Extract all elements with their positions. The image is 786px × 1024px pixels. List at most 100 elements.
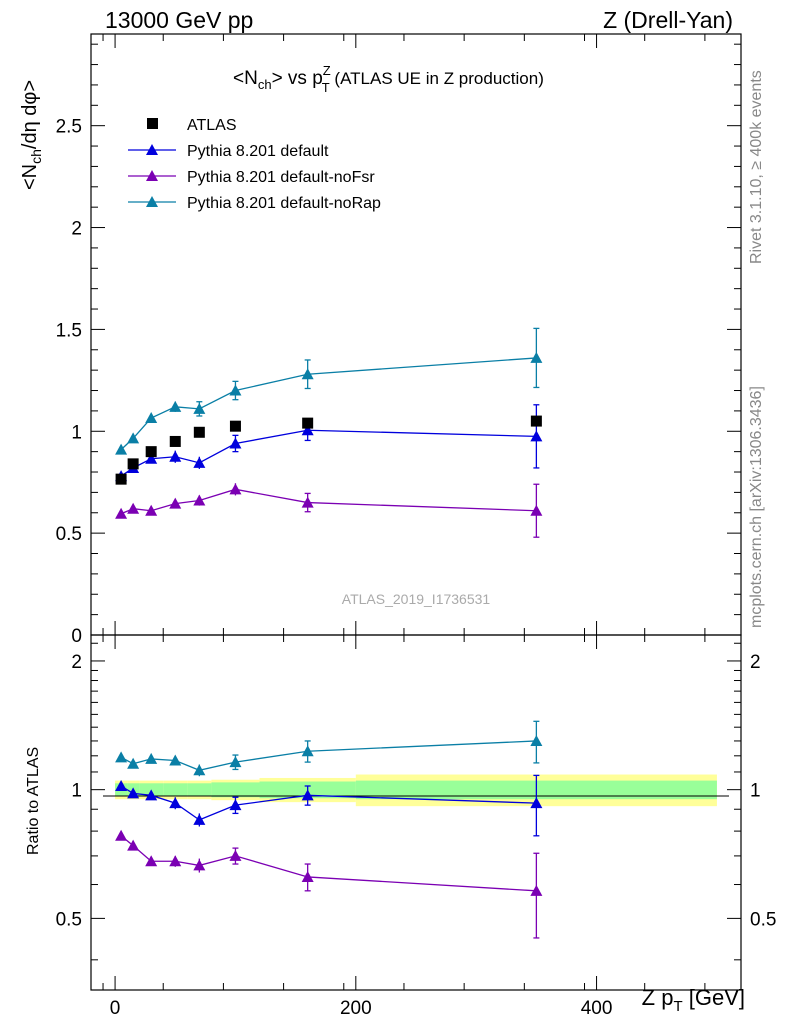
ratio-point-default: [145, 789, 158, 801]
legend-marker-norap: [146, 196, 158, 207]
ratio-frame: [90, 634, 742, 991]
ratio-point-nofsr: [301, 870, 314, 882]
main-point-norap: [530, 351, 543, 363]
ratio-band-inner: [211, 782, 260, 798]
ratio-point-default: [530, 797, 543, 809]
ratio-point-default: [169, 797, 182, 809]
ratio-point-default: [115, 779, 128, 791]
legend-label-default: Pythia 8.201 default: [187, 143, 329, 160]
main-point-default: [145, 452, 158, 464]
main-point-nofsr: [127, 502, 140, 514]
main-point-default: [193, 456, 206, 468]
legend-label-atlas: ATLAS: [187, 117, 237, 134]
main-point-atlas: [127, 458, 139, 470]
ratio-point-norap: [301, 745, 314, 757]
analysis-watermark: ATLAS_2019_I1736531: [342, 591, 491, 607]
main-point-default: [229, 437, 242, 449]
ratio-point-norap: [145, 752, 158, 764]
main-point-atlas: [229, 420, 241, 432]
main-series-line-nofsr: [120, 488, 537, 515]
ratio-point-default: [127, 787, 140, 799]
ratio-y-tick-label-right: 2: [750, 652, 761, 673]
ratio-series-line-norap: [120, 740, 537, 771]
main-point-atlas: [169, 435, 181, 447]
ratio-series: [115, 720, 543, 939]
main-point-atlas: [145, 446, 157, 458]
main-point-atlas: [115, 473, 127, 485]
main-y-tick-label: 2.5: [56, 117, 82, 138]
ratio-band-inner: [163, 783, 188, 797]
rivet-version-label: Rivet 3.1.10, ≥ 400k events: [748, 70, 765, 264]
main-point-nofsr: [145, 504, 158, 516]
main-panel: <Nch> vs pZ T (ATLAS UE in Z production) …: [19, 33, 742, 647]
ratio-point-norap: [530, 734, 543, 746]
main-point-norap: [169, 400, 182, 412]
ratio-point-nofsr: [127, 839, 140, 851]
main-point-atlas: [193, 426, 205, 438]
main-point-norap: [115, 443, 128, 455]
ratio-point-default: [193, 813, 206, 825]
ratio-point-norap: [229, 756, 242, 768]
main-y-tick-label: 2: [71, 219, 82, 240]
main-point-norap: [193, 402, 206, 414]
x-tick-label: 0: [110, 998, 121, 1019]
x-axis-label: Z pT [GeV]: [642, 985, 745, 1015]
ratio-point-nofsr: [115, 829, 128, 841]
main-point-nofsr: [169, 497, 182, 509]
legend-label-norap: Pythia 8.201 default-noRap: [187, 195, 381, 212]
ratio-y-tick-label-right: 1: [750, 781, 761, 802]
main-series: [115, 327, 543, 538]
ratio-point-default: [301, 789, 314, 801]
main-y-tick-label: 1: [71, 422, 82, 443]
ratio-y-tick-label-right: 0.5: [750, 909, 776, 930]
ratio-panel: Ratio to ATLAS Z pT [GeV] 0.5 0.5 1 1 2 2 0 200…: [25, 634, 776, 1019]
main-title: <Nch> vs pZ T (ATLAS UE in Z production): [233, 63, 544, 95]
main-point-nofsr: [229, 483, 242, 495]
legend-marker-nofsr: [146, 170, 158, 181]
header-process: Z (Drell-Yan): [603, 7, 733, 33]
main-point-default: [530, 430, 543, 442]
main-y-tick-label: 1.5: [56, 320, 82, 341]
legend-label-nofsr: Pythia 8.201 default-noFsr: [187, 169, 375, 186]
x-tick-label: 400: [581, 998, 613, 1019]
legend-marker-atlas: [147, 118, 158, 129]
mcplots-url-label: mcplots.cern.ch [arXiv:1306.3436]: [748, 386, 765, 628]
ratio-point-nofsr: [229, 849, 242, 861]
legend-marker-default: [146, 144, 158, 155]
ratio-point-nofsr: [193, 859, 206, 871]
ratio-point-default: [229, 799, 242, 811]
main-point-norap: [145, 412, 158, 424]
main-y-axis-label: <Nch/dη dφ>: [19, 80, 44, 190]
ratio-band-inner: [187, 783, 212, 797]
main-point-norap: [229, 384, 242, 396]
ratio-point-nofsr: [145, 855, 158, 867]
main-point-nofsr: [115, 507, 128, 519]
ratio-point-norap: [127, 757, 140, 769]
main-point-default: [169, 450, 182, 462]
main-point-atlas: [302, 417, 314, 429]
ratio-y-tick-label: 1: [71, 781, 82, 802]
ratio-axes: 0.5 0.5 1 1 2 2 0 200 400: [56, 635, 776, 1019]
header-energy: 13000 GeV pp: [105, 7, 253, 33]
ratio-y-tick-label: 0.5: [56, 909, 82, 930]
ratio-uncertainty-bands: [115, 774, 717, 807]
ratio-point-norap: [169, 754, 182, 766]
legend: ATLAS Pythia 8.201 default Pythia 8.201 …: [128, 117, 381, 212]
ratio-point-nofsr: [169, 855, 182, 867]
main-axes: 0 0.5 1 1.5 2 2.5: [56, 34, 741, 647]
main-point-nofsr: [301, 496, 314, 508]
ratio-point-norap: [193, 764, 206, 776]
main-point-nofsr: [193, 494, 206, 506]
ratio-point-nofsr: [530, 884, 543, 896]
main-point-default: [301, 424, 314, 436]
ratio-series-line-nofsr: [120, 835, 537, 892]
main-point-atlas: [530, 415, 542, 427]
main-series-line-default: [120, 429, 537, 477]
main-y-tick-label: 0.5: [56, 524, 82, 545]
ratio-y-tick-label: 2: [71, 652, 82, 673]
x-tick-label: 200: [340, 998, 372, 1019]
main-series-line-norap: [120, 357, 537, 451]
ratio-y-axis-label: Ratio to ATLAS: [25, 747, 42, 855]
main-point-norap: [127, 432, 140, 444]
